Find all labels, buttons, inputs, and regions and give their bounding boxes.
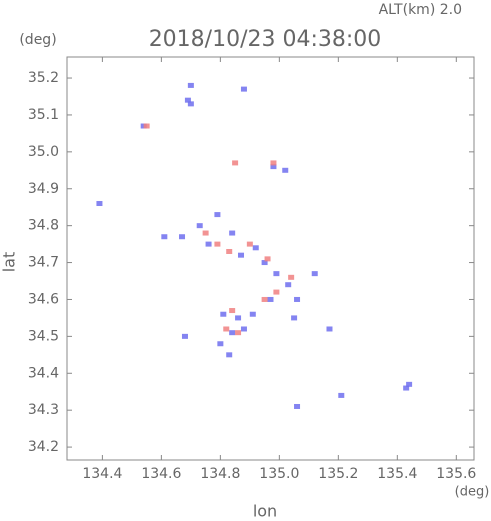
echo-point bbox=[187, 82, 194, 88]
echo-point bbox=[184, 97, 191, 103]
echo-point bbox=[202, 230, 209, 236]
y-tick-label: 34.2 bbox=[28, 439, 59, 455]
x-tick-label: 134.4 bbox=[82, 466, 122, 482]
echo-point bbox=[240, 86, 247, 92]
echo-point bbox=[264, 256, 271, 262]
echo-point bbox=[270, 164, 277, 170]
echo-point bbox=[229, 230, 236, 236]
echo-point bbox=[267, 296, 274, 302]
echo-point bbox=[181, 333, 188, 339]
echo-point bbox=[338, 392, 345, 398]
echo-point bbox=[235, 315, 242, 321]
echo-point bbox=[161, 234, 168, 240]
echo-point bbox=[294, 403, 301, 409]
echo-point bbox=[196, 223, 203, 229]
echo-point bbox=[288, 274, 295, 280]
x-unit: (deg) bbox=[455, 485, 490, 500]
plot-frame bbox=[66, 56, 475, 461]
echo-point bbox=[229, 330, 236, 336]
echo-point bbox=[214, 212, 221, 218]
echo-point bbox=[406, 381, 413, 387]
x-tick-label: 135.4 bbox=[377, 466, 417, 482]
echo-point bbox=[229, 308, 236, 314]
echo-point bbox=[143, 123, 150, 129]
y-unit: (deg) bbox=[19, 32, 56, 48]
echo-point bbox=[240, 326, 247, 332]
x-tick-label: 135.6 bbox=[436, 466, 476, 482]
echo-point bbox=[226, 352, 233, 358]
echo-point bbox=[285, 282, 292, 288]
x-tick-label: 134.6 bbox=[141, 466, 181, 482]
echo-point bbox=[238, 252, 245, 258]
y-tick-label: 34.5 bbox=[28, 328, 59, 344]
header: ALT(km) 2.0 bbox=[379, 2, 462, 18]
y-tick-label: 35.0 bbox=[28, 144, 59, 160]
chart-title: 2018/10/23 04:38:00 bbox=[149, 27, 382, 52]
echo-point bbox=[226, 248, 233, 254]
y-tick-label: 35.1 bbox=[28, 107, 59, 123]
echo-point bbox=[246, 241, 253, 247]
echo-point bbox=[249, 311, 256, 317]
y-tick-label: 34.9 bbox=[28, 181, 59, 197]
echo-point bbox=[220, 311, 227, 317]
echo-point bbox=[214, 241, 221, 247]
y-axis-label: lat bbox=[0, 252, 19, 273]
x-tick-label: 134.8 bbox=[200, 466, 240, 482]
echo-point bbox=[261, 260, 268, 266]
echo-point bbox=[326, 326, 333, 332]
echo-point bbox=[217, 341, 224, 347]
x-axis-label: lon bbox=[253, 502, 277, 521]
echo-point bbox=[291, 315, 298, 321]
echo-point bbox=[273, 289, 280, 295]
x-tick-label: 135.0 bbox=[259, 466, 299, 482]
echo-point bbox=[311, 271, 318, 277]
echo-point bbox=[223, 326, 230, 332]
y-tick-label: 34.3 bbox=[28, 402, 59, 418]
echo-point bbox=[261, 296, 268, 302]
y-tick-label: 34.7 bbox=[28, 255, 59, 271]
echo-point bbox=[232, 160, 239, 166]
echo-point bbox=[179, 234, 186, 240]
echo-point bbox=[294, 296, 301, 302]
x-tick-label: 135.2 bbox=[318, 466, 358, 482]
echo-point bbox=[252, 245, 259, 251]
echo-point bbox=[270, 160, 277, 166]
y-tick-label: 34.6 bbox=[28, 291, 59, 307]
echo-point bbox=[282, 167, 289, 173]
y-tick-label: 34.8 bbox=[28, 218, 59, 234]
echo-point bbox=[403, 385, 410, 391]
echo-point bbox=[187, 101, 194, 107]
echo-point bbox=[235, 330, 242, 336]
echo-point bbox=[205, 241, 212, 247]
y-tick-label: 34.4 bbox=[28, 365, 59, 381]
y-tick-label: 35.2 bbox=[28, 70, 59, 86]
echo-point bbox=[96, 201, 103, 207]
echo-point bbox=[273, 271, 280, 277]
